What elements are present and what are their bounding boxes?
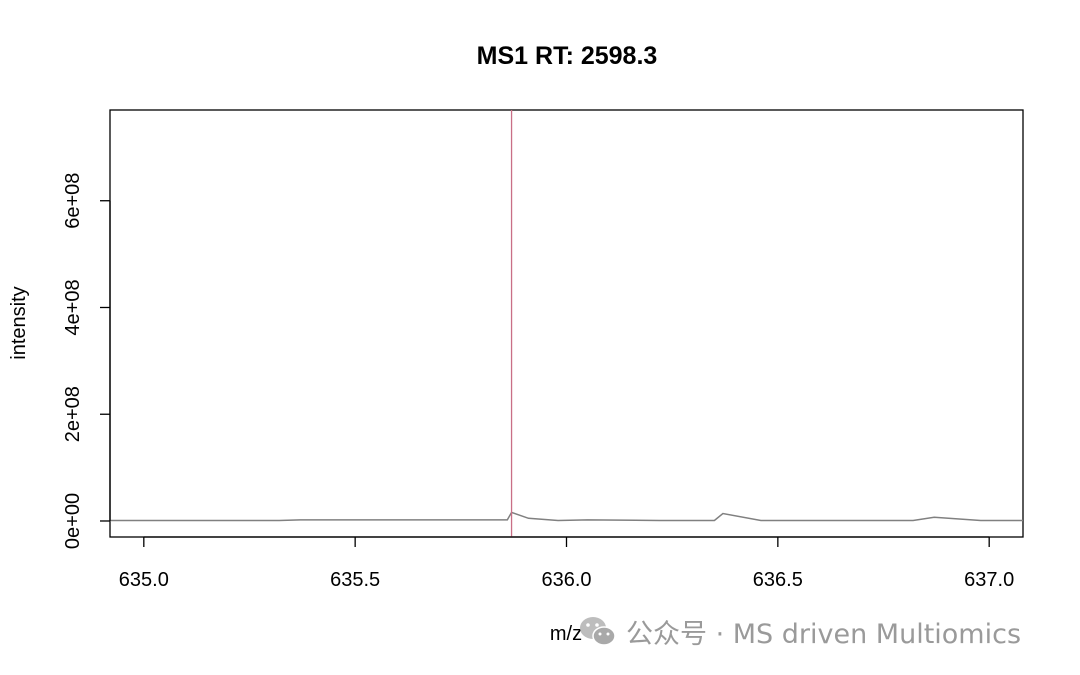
- x-tick-label: 635.0: [119, 569, 169, 591]
- y-tick-label: 0e+00: [62, 493, 84, 549]
- y-tick-label: 2e+08: [62, 386, 84, 442]
- y-tick-label: 6e+08: [62, 173, 84, 229]
- watermark-text: 公众号 · MS driven Multiomics: [626, 619, 1022, 650]
- x-axis: 635.0 635.5 636.0 636.5 637.0: [119, 536, 1014, 591]
- x-tick-label: 635.5: [330, 569, 380, 591]
- x-tick-label: 636.5: [753, 569, 803, 591]
- wechat-icon: [580, 616, 616, 646]
- series-layer: [110, 511, 1023, 522]
- x-tick-label: 636.0: [541, 569, 591, 591]
- y-axis-label: intensity: [8, 286, 30, 359]
- x-tick-label: 637.0: [964, 569, 1014, 591]
- plot-frame: [109, 109, 1024, 538]
- y-tick-label: 4e+08: [62, 279, 84, 335]
- series-line-0: [110, 511, 1023, 522]
- watermark: 公众号 · MS driven Multiomics: [578, 612, 1021, 651]
- chart-title: MS1 RT: 2598.3: [477, 42, 658, 70]
- x-axis-label: m/z: [550, 623, 582, 645]
- y-axis: 0e+00 2e+08 4e+08 6e+08: [62, 173, 111, 549]
